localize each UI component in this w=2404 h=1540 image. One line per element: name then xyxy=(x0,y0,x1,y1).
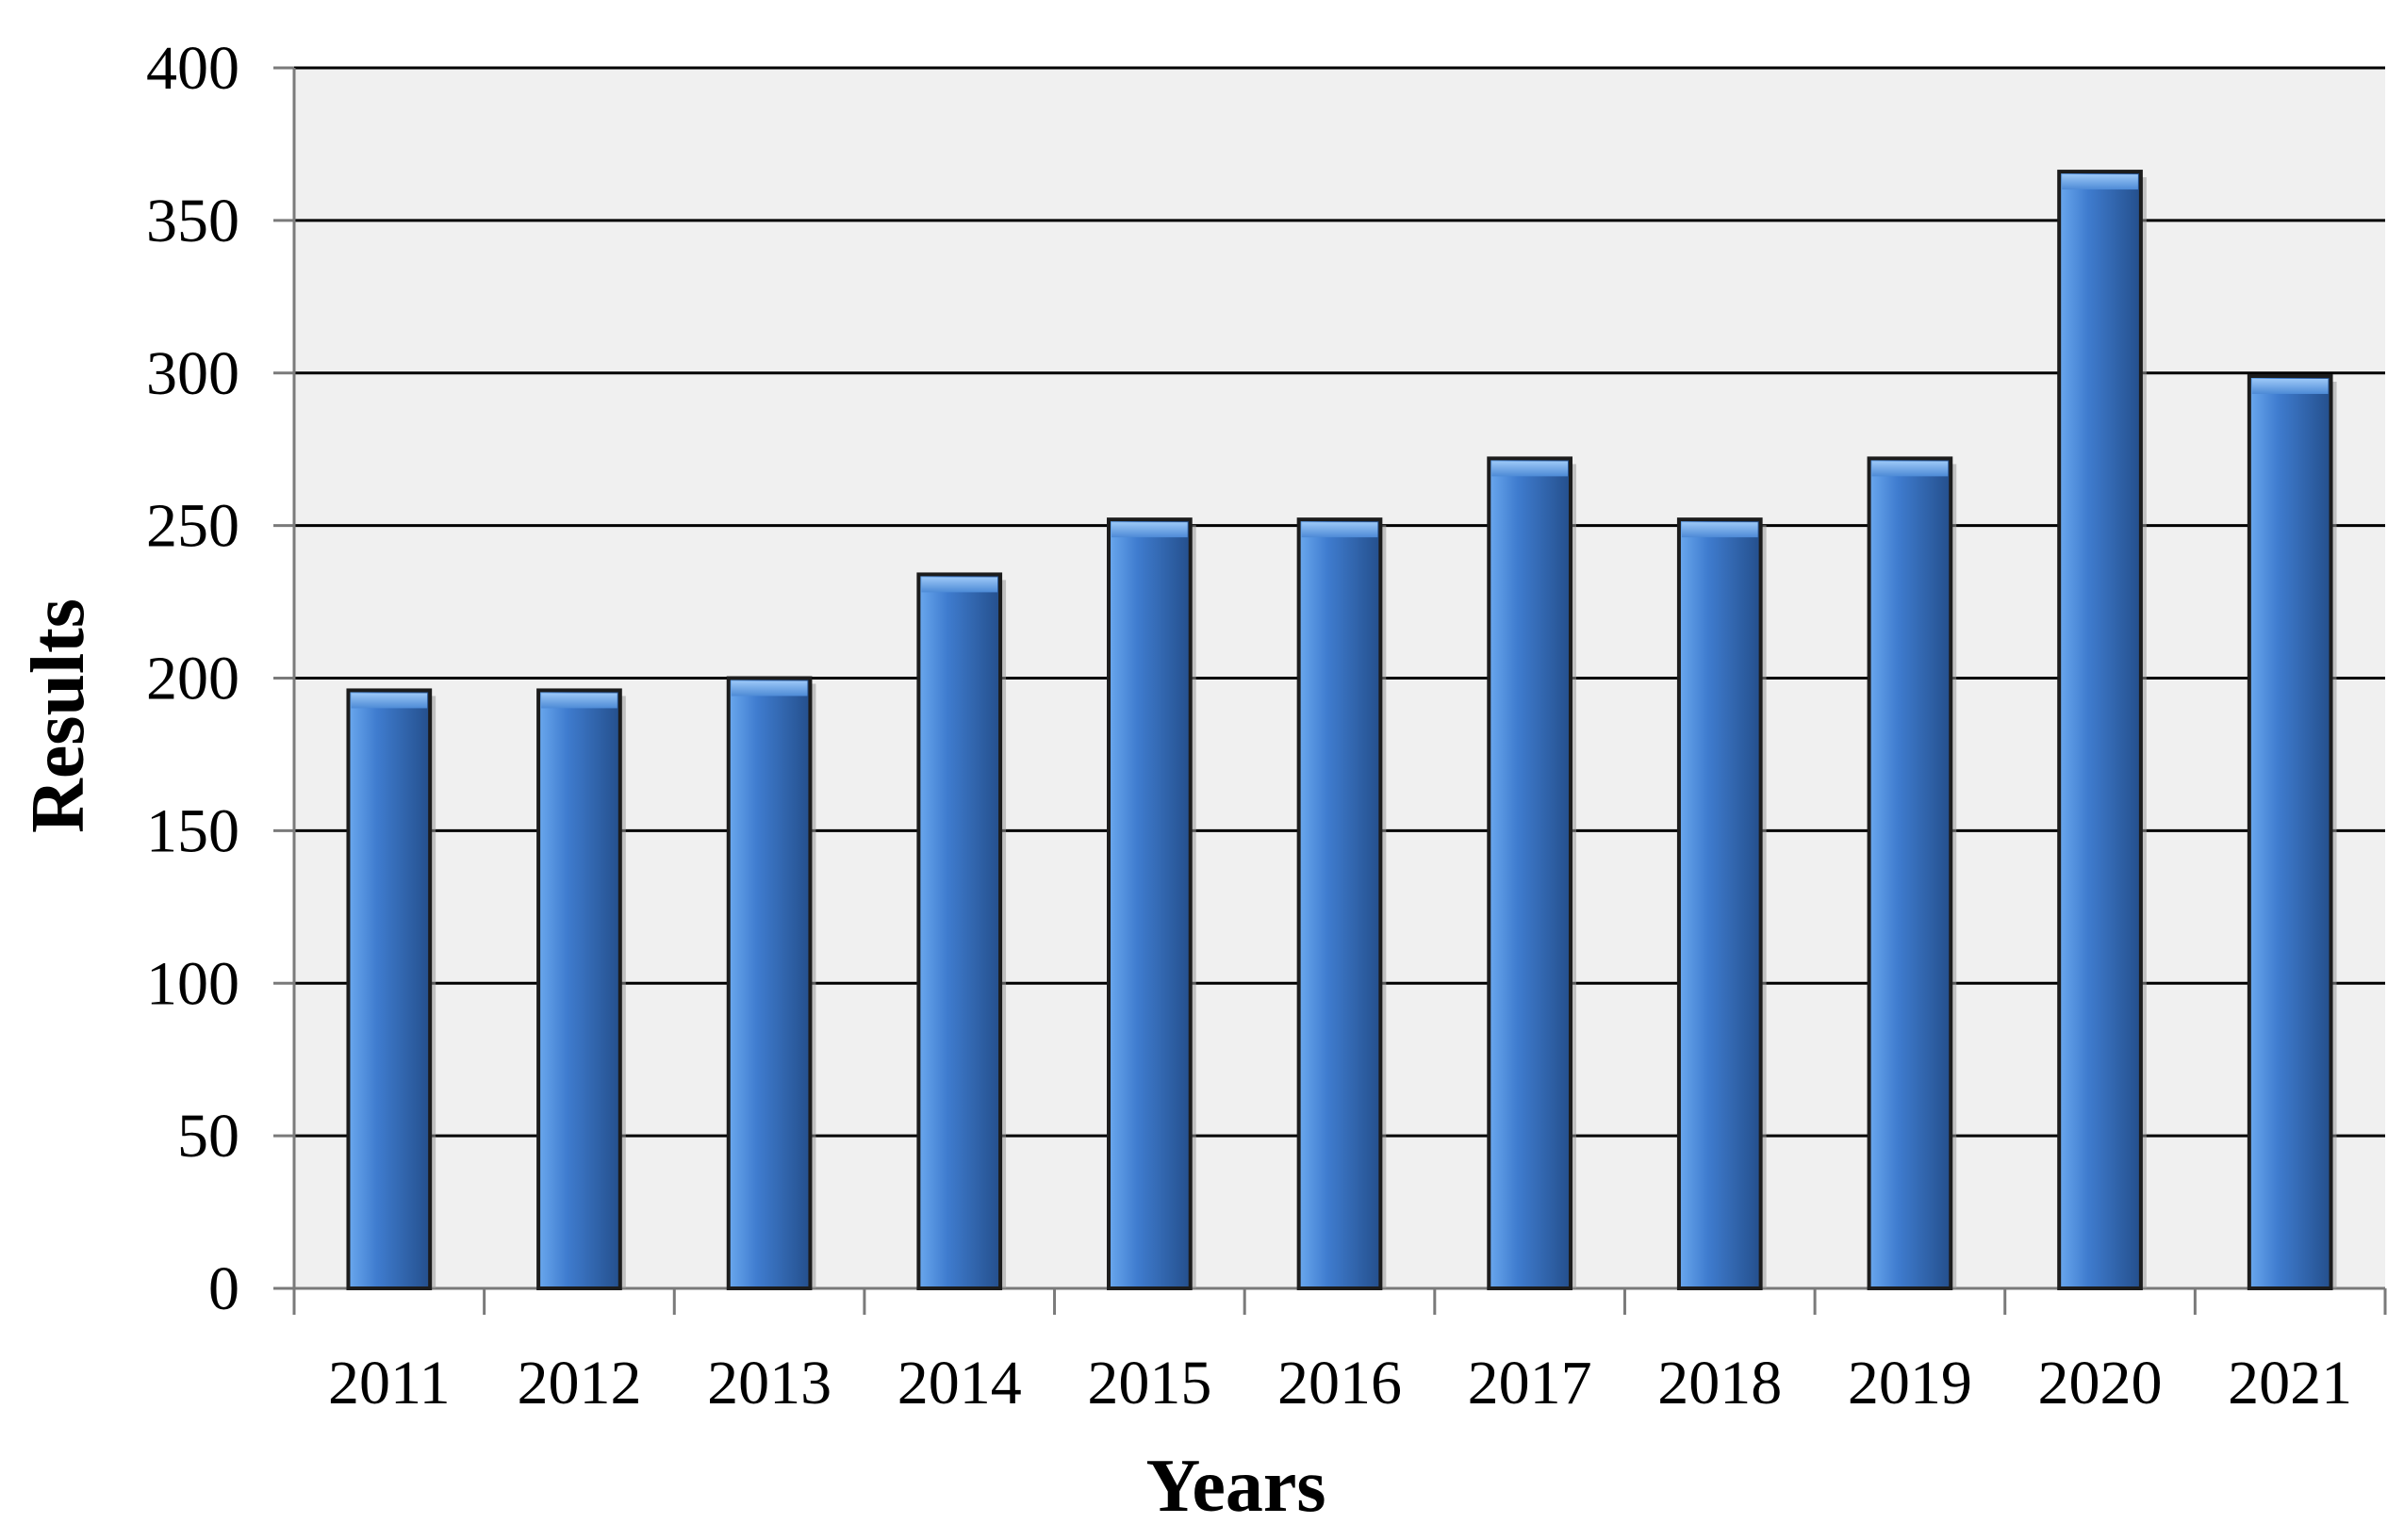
x-tick-label: 2017 xyxy=(1468,1349,1592,1417)
x-tick-label: 2018 xyxy=(1657,1349,1782,1417)
bar xyxy=(2057,170,2147,1291)
y-tick-label: 200 xyxy=(146,645,239,713)
x-tick-labels: 2011 2012 2013 2014 2015 2016 2017 2018 2019 2020… xyxy=(328,1349,2352,1417)
bars xyxy=(346,170,2337,1291)
y-tick-label: 250 xyxy=(146,492,239,561)
bar xyxy=(536,688,626,1290)
bar xyxy=(1867,456,1957,1290)
x-tick-label: 2020 xyxy=(2038,1349,2163,1417)
bar xyxy=(726,676,816,1290)
x-tick-label: 2016 xyxy=(1277,1349,1402,1417)
x-tick-label: 2011 xyxy=(328,1349,451,1417)
y-tick-label: 350 xyxy=(146,187,239,255)
y-tick-label: 0 xyxy=(208,1254,239,1323)
x-tick-label: 2014 xyxy=(897,1349,1022,1417)
y-tick-label: 100 xyxy=(146,949,239,1018)
x-tick-label: 2015 xyxy=(1087,1349,1211,1417)
x-tick-label: 2013 xyxy=(707,1349,832,1417)
x-tick-label: 2021 xyxy=(2228,1349,2352,1417)
bar xyxy=(1487,456,1576,1290)
y-tick-label: 400 xyxy=(146,34,239,103)
x-tick-label: 2012 xyxy=(517,1349,641,1417)
y-axis-title: Results xyxy=(17,598,100,833)
bar xyxy=(916,572,1007,1290)
y-tick-label: 50 xyxy=(177,1102,239,1171)
bar xyxy=(1107,517,1196,1290)
bar xyxy=(346,688,436,1290)
y-tick-label: 300 xyxy=(146,339,239,408)
x-axis-title: Years xyxy=(1145,1445,1325,1528)
y-tick-label: 150 xyxy=(146,796,239,865)
bar xyxy=(2247,373,2337,1290)
bar xyxy=(1296,517,1387,1290)
x-tick-label: 2019 xyxy=(1848,1349,1972,1417)
bar xyxy=(1676,517,1767,1290)
y-tick-labels: 0 50 100 150 200 250 300 350 400 xyxy=(146,34,239,1323)
